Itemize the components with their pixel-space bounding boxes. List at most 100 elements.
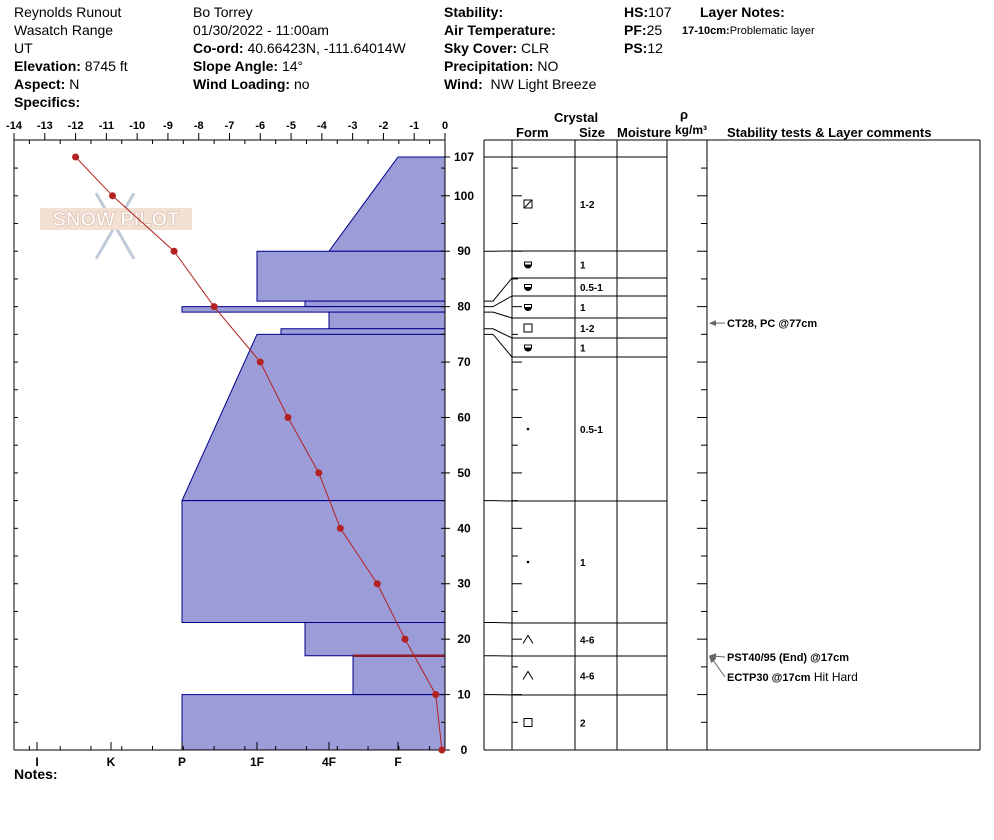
logo-band xyxy=(40,208,192,230)
temperature-point xyxy=(315,469,323,477)
slope-label: Slope Angle: xyxy=(193,58,279,74)
hardness-layer xyxy=(280,328,446,335)
temp-tick-label: -5 xyxy=(286,120,296,132)
hardness-layer xyxy=(256,250,446,302)
coord: Co-ord: 40.66423N, -111.64014W xyxy=(193,39,406,57)
logo-text: SNOW PILOT xyxy=(53,209,180,231)
hardness-tick-label: I xyxy=(35,755,38,769)
crystal-size: 4-6 xyxy=(580,672,595,683)
slash xyxy=(523,199,533,209)
depth-tick-label: 10 xyxy=(457,688,471,702)
depth-tick-label: 80 xyxy=(457,300,471,314)
temperature-point xyxy=(432,691,440,699)
elevation: Elevation: 8745 ft xyxy=(14,57,128,75)
dot xyxy=(526,427,530,431)
location: Reynolds Runout xyxy=(14,4,122,20)
crystal-size: 2 xyxy=(580,719,586,730)
cup-gap xyxy=(525,262,531,265)
depth-tick-label: 0 xyxy=(461,743,468,757)
caret xyxy=(522,670,534,680)
temperature-point xyxy=(109,192,117,200)
temperature-point xyxy=(170,247,178,255)
wind-loading-label: Wind Loading: xyxy=(193,76,291,92)
sky-cover: Sky Cover: CLR xyxy=(444,39,549,57)
arrow-head-icon xyxy=(709,655,716,664)
hardness-tick-label: K xyxy=(107,755,116,769)
temp-tick-label: -3 xyxy=(348,120,358,132)
state: UT xyxy=(14,40,33,56)
crystal-size: 4-6 xyxy=(580,636,595,647)
hs-value: 107 xyxy=(648,4,672,20)
temp-tick-label: -4 xyxy=(317,120,328,132)
coord-value: 40.66423N, -111.64014W xyxy=(247,40,406,56)
faceted-icon xyxy=(523,718,533,727)
square xyxy=(523,718,533,727)
datetime: 01/30/2022 - 11:00am xyxy=(193,22,329,38)
temp-tick-label: -2 xyxy=(379,120,389,132)
precip-value: NO xyxy=(537,58,559,74)
layer-connector xyxy=(484,295,513,308)
temperature-point xyxy=(210,303,218,311)
sky-value: CLR xyxy=(521,40,550,56)
rounding-facets-icon xyxy=(524,261,532,269)
cup-gap xyxy=(525,285,531,287)
slope: Slope Angle: 14° xyxy=(193,57,303,75)
wind: Wind: NW Light Breeze xyxy=(444,75,596,93)
hardness-layer xyxy=(181,306,446,313)
layer-connector xyxy=(484,277,513,302)
notes-label: Notes: xyxy=(14,766,58,782)
temperature-point xyxy=(373,580,381,588)
hardness-layer xyxy=(304,622,446,657)
temperature-point xyxy=(72,153,80,161)
size-header: Size xyxy=(579,125,606,140)
temp-tick-label: -14 xyxy=(6,120,23,132)
layer-connector xyxy=(484,328,513,339)
rounding-facets-icon xyxy=(524,344,532,352)
rounded-icon xyxy=(526,560,530,564)
mixed-forms-icon xyxy=(523,199,533,209)
depth-tick-label: 40 xyxy=(457,521,471,535)
air-temp-label: Air Temperature: xyxy=(444,22,556,38)
stability-test: PST40/95 (End) @17cm xyxy=(727,652,849,664)
arrow-head-icon xyxy=(709,320,717,327)
temperature-point xyxy=(256,358,264,366)
dot xyxy=(526,560,530,564)
temperature-point xyxy=(284,413,292,421)
aspect-label: Aspect: xyxy=(14,76,66,92)
hs-label: HS: xyxy=(624,4,649,20)
stability-test: CT28, PC @77cm xyxy=(727,318,817,330)
crystal-size: 0.5-1 xyxy=(580,283,603,294)
hs: HS:107 xyxy=(624,3,671,21)
depth-hoar-icon xyxy=(522,670,534,680)
ps-label: PS: xyxy=(624,40,648,56)
aspect: Aspect: N xyxy=(14,75,79,93)
hardness-layer xyxy=(181,333,446,502)
hardness-tick-label: F xyxy=(394,755,401,769)
hardness-tick-label: P xyxy=(178,755,186,769)
depth-tick-label: 107 xyxy=(454,150,474,164)
depth-tick-label: 50 xyxy=(457,466,471,480)
layer-note-range: 17-10cm: xyxy=(682,25,730,37)
wind-loading-value: no xyxy=(293,76,310,92)
pf: PF:25 xyxy=(624,21,662,39)
ps: PS:12 xyxy=(624,39,663,57)
moisture-header: Moisture xyxy=(617,125,672,140)
snowpilot-logo: SNOW PILOT xyxy=(40,192,192,260)
cup-gap xyxy=(525,345,531,348)
temperature-point xyxy=(336,524,344,532)
temp-tick-label: -9 xyxy=(163,120,173,132)
crystal-size: 1 xyxy=(580,558,586,569)
observer: Bo Torrey xyxy=(193,4,253,20)
faceted-icon xyxy=(523,323,533,333)
layer-note: 17-10cm:Problematic layer xyxy=(682,22,815,40)
temperature-point xyxy=(438,746,446,754)
cup-gap xyxy=(525,305,531,307)
ps-value: 12 xyxy=(647,40,663,56)
arrow-head-icon xyxy=(709,653,717,660)
crystal-size: 1 xyxy=(580,303,586,314)
stability-test: ECTP30 @17cm Hit Hard xyxy=(727,670,858,684)
layer-connector xyxy=(484,311,513,319)
temp-tick-label: -13 xyxy=(37,120,53,132)
